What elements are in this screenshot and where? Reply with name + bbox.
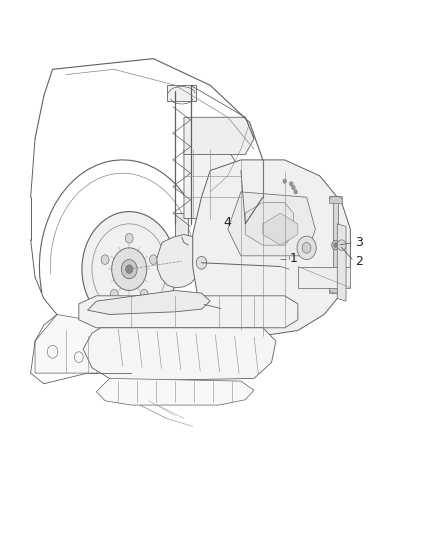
Polygon shape bbox=[184, 149, 241, 219]
Polygon shape bbox=[88, 290, 210, 314]
Circle shape bbox=[112, 248, 147, 290]
Circle shape bbox=[101, 255, 109, 264]
Polygon shape bbox=[96, 378, 254, 405]
Circle shape bbox=[92, 224, 166, 314]
Text: 2: 2 bbox=[355, 255, 363, 268]
Circle shape bbox=[290, 182, 293, 186]
Circle shape bbox=[126, 265, 133, 273]
Circle shape bbox=[292, 185, 295, 190]
Polygon shape bbox=[167, 85, 196, 101]
Text: 1: 1 bbox=[290, 252, 297, 265]
Circle shape bbox=[196, 256, 207, 269]
Circle shape bbox=[294, 190, 297, 194]
Polygon shape bbox=[184, 117, 254, 155]
Polygon shape bbox=[298, 266, 350, 288]
Circle shape bbox=[302, 243, 311, 253]
Polygon shape bbox=[263, 213, 298, 245]
Polygon shape bbox=[79, 296, 298, 328]
Circle shape bbox=[283, 179, 286, 183]
Circle shape bbox=[149, 255, 157, 264]
Circle shape bbox=[334, 243, 337, 247]
Polygon shape bbox=[175, 213, 188, 240]
Polygon shape bbox=[193, 160, 350, 336]
Circle shape bbox=[297, 236, 316, 260]
Polygon shape bbox=[245, 203, 293, 245]
Polygon shape bbox=[35, 314, 110, 373]
Polygon shape bbox=[329, 196, 342, 203]
Circle shape bbox=[110, 289, 118, 299]
Circle shape bbox=[332, 240, 339, 250]
Polygon shape bbox=[228, 192, 315, 256]
Polygon shape bbox=[329, 287, 342, 293]
Circle shape bbox=[140, 289, 148, 299]
Circle shape bbox=[337, 240, 346, 251]
Polygon shape bbox=[157, 235, 202, 288]
Polygon shape bbox=[337, 224, 346, 301]
Circle shape bbox=[82, 212, 177, 327]
Circle shape bbox=[121, 260, 137, 279]
Circle shape bbox=[125, 233, 133, 243]
Circle shape bbox=[47, 345, 58, 358]
Text: 4: 4 bbox=[224, 216, 232, 229]
Circle shape bbox=[74, 352, 83, 362]
Text: 3: 3 bbox=[355, 236, 363, 249]
Polygon shape bbox=[333, 200, 338, 290]
Polygon shape bbox=[83, 328, 276, 381]
